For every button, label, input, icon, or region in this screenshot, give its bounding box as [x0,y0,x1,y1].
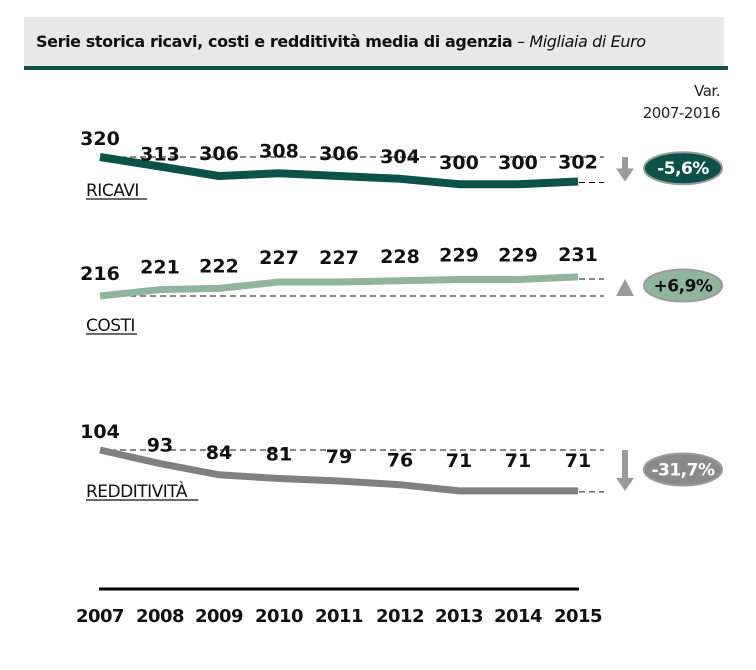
x-tick-label: 2009 [195,606,243,627]
data-label-redditivit: 76 [387,450,413,472]
data-label-redditivit: 79 [326,446,352,468]
x-tick-label: 2011 [315,606,363,627]
series-label-redditivit: REDDITIVITÀ [86,480,188,502]
data-label-ricavi: 306 [199,143,239,165]
down-arrow-icon-ricavi [616,168,634,182]
x-tick-label: 2013 [435,606,483,627]
header-accent-bar [24,66,728,70]
variation-header-label: Var. [694,82,720,100]
data-label-ricavi: 304 [380,146,420,168]
up-arrow-icon-costi [616,278,634,296]
variation-header-period: 2007-2016 [642,104,721,122]
x-tick-label: 2012 [376,606,424,627]
down-arrow-shaft-redditivit [622,450,628,479]
chart-title-unit: Migliaia di Euro [529,32,646,51]
data-label-ricavi: 300 [439,152,479,174]
data-label-redditivit: 71 [505,450,531,472]
series-line-redditivit [99,446,578,495]
data-label-costi: 227 [259,247,299,269]
variation-badge-ricavi [643,151,723,186]
data-label-costi: 229 [498,244,538,266]
data-label-ricavi: 302 [558,151,598,173]
down-arrow-icon-redditivit [616,477,634,491]
data-label-costi: 231 [558,244,598,266]
series-label-costi: COSTI [86,316,135,336]
series-label-ricavi: RICAVI [86,181,139,201]
chart-title-main: Serie storica ricavi, costi e redditivit… [36,32,513,51]
data-label-redditivit: 71 [565,450,591,472]
series-line-ricavi [99,153,579,189]
x-tick-label: 2015 [554,606,602,627]
down-arrow-shaft-ricavi [622,157,628,170]
x-tick-label: 2007 [76,606,124,627]
data-label-ricavi: 308 [259,140,299,162]
variation-badge-text-costi: +6,9% [654,276,713,296]
x-tick-label: 2010 [255,606,303,627]
chart-header [24,17,724,66]
data-label-redditivit: 71 [446,450,472,472]
variation-badge-costi [643,268,723,303]
data-label-costi: 228 [380,246,420,268]
data-label-redditivit: 104 [80,421,120,443]
data-label-ricavi: 313 [140,144,180,166]
variation-badge-text-ricavi: -5,6% [657,159,709,179]
data-label-costi: 221 [140,257,180,279]
series-line-costi [99,273,579,300]
data-label-ricavi: 306 [319,143,359,165]
data-label-redditivit: 93 [147,435,173,457]
chart-title-separator: – [512,32,530,51]
variation-header: Var. 2007-2016 [642,80,721,124]
data-label-ricavi: 300 [498,152,538,174]
data-label-redditivit: 84 [206,442,232,464]
data-label-redditivit: 81 [266,444,292,466]
data-label-ricavi: 320 [80,128,120,150]
data-label-costi: 216 [80,263,120,285]
data-label-costi: 229 [439,244,479,266]
chart-title: Serie storica ricavi, costi e redditivit… [36,32,646,51]
variation-badge-redditivit [643,452,723,487]
data-label-costi: 222 [199,255,239,277]
x-tick-label: 2008 [136,606,184,627]
data-label-costi: 227 [319,247,359,269]
x-tick-label: 2014 [494,606,542,627]
variation-badge-text-redditivit: -31,7% [651,460,714,480]
